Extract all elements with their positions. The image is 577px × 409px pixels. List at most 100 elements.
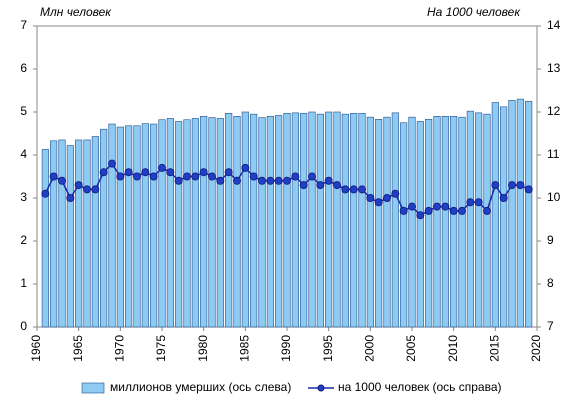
bar [466,110,474,328]
line-marker [416,211,425,220]
line-marker [466,198,475,207]
bar [83,139,91,328]
line-marker [124,168,133,177]
bar [425,119,433,328]
bar [100,128,108,328]
x-tick-label: 1985 [238,335,252,362]
line-marker [174,176,183,185]
line-marker [516,181,525,190]
y-tick-label: 0 [20,319,27,333]
line-marker [357,185,366,194]
line-marker [182,172,191,181]
line-marker [41,189,50,198]
bar [266,116,274,328]
bar [158,119,166,328]
x-tick-label: 1975 [154,335,168,362]
line-marker [524,185,533,194]
bar [366,116,374,328]
x-tick-label: 2005 [404,335,418,362]
line-marker [141,168,150,177]
bar [483,113,491,328]
y-tick-label: 1 [20,276,27,290]
bar [250,113,258,328]
line-marker [91,185,100,194]
y-axis-label: Млн человек [40,5,112,19]
bar [400,122,408,328]
line-marker [299,181,308,190]
line-marker [349,185,358,194]
line-marker [366,193,375,202]
line-marker [291,172,300,181]
bar [141,123,149,328]
line-marker [108,159,117,168]
x-tick-label: 1970 [113,335,127,362]
line-marker [432,202,441,211]
line-marker [491,181,500,190]
bar [375,119,383,328]
bar [216,118,224,328]
bar [166,118,174,328]
line-marker [257,176,266,185]
line-marker [374,198,383,207]
bar [108,123,116,328]
y2-axis-label: На 1000 человек [427,5,521,19]
line-marker [49,172,58,181]
y2-tick-label: 11 [547,147,560,161]
x-tick-label: 1995 [321,335,335,362]
bar [475,112,483,328]
bar [325,111,333,328]
x-tick-label: 2010 [446,335,460,362]
bar [241,111,249,328]
y-tick-label: 4 [20,147,27,161]
y2-tick-label: 13 [547,61,561,75]
y-tick-label: 7 [20,18,27,32]
legend-label: миллионов умерших (ось слева) [110,380,291,394]
bar [525,100,533,328]
line-marker [274,176,283,185]
line-marker [157,163,166,172]
bar [66,145,74,328]
line-marker [224,168,233,177]
x-tick-label: 2015 [488,335,502,362]
bar [291,112,299,328]
bar [75,139,83,328]
line-marker [332,181,341,190]
line-marker [407,202,416,211]
x-tick-label: 1990 [279,335,293,362]
x-tick-label: 1965 [71,335,85,362]
bar [116,126,124,328]
x-tick-label: 1980 [196,335,210,362]
bar [458,116,466,328]
line-marker [399,206,408,215]
y2-tick-label: 14 [547,18,561,32]
bar [133,125,141,328]
line-marker [66,193,75,202]
x-tick-label: 1960 [29,335,43,362]
line-marker [424,206,433,215]
bar [508,100,516,328]
bar [258,117,266,328]
line-marker [249,172,258,181]
y2-tick-label: 12 [547,104,561,118]
bar [175,121,183,328]
line-marker [83,185,92,194]
y-tick-label: 3 [20,190,27,204]
bar [191,118,199,328]
bar [300,112,308,328]
line-marker [282,176,291,185]
bar [450,116,458,328]
line-marker [132,172,141,181]
line-marker [474,198,483,207]
bar [433,116,441,328]
bar [383,116,391,328]
line-marker [324,176,333,185]
bar [183,119,191,328]
y-tick-label: 6 [20,61,27,75]
line-marker [507,181,516,190]
bar [391,112,399,328]
bar [233,116,241,328]
line-marker [457,206,466,215]
bar [91,136,99,328]
bar [58,139,66,328]
